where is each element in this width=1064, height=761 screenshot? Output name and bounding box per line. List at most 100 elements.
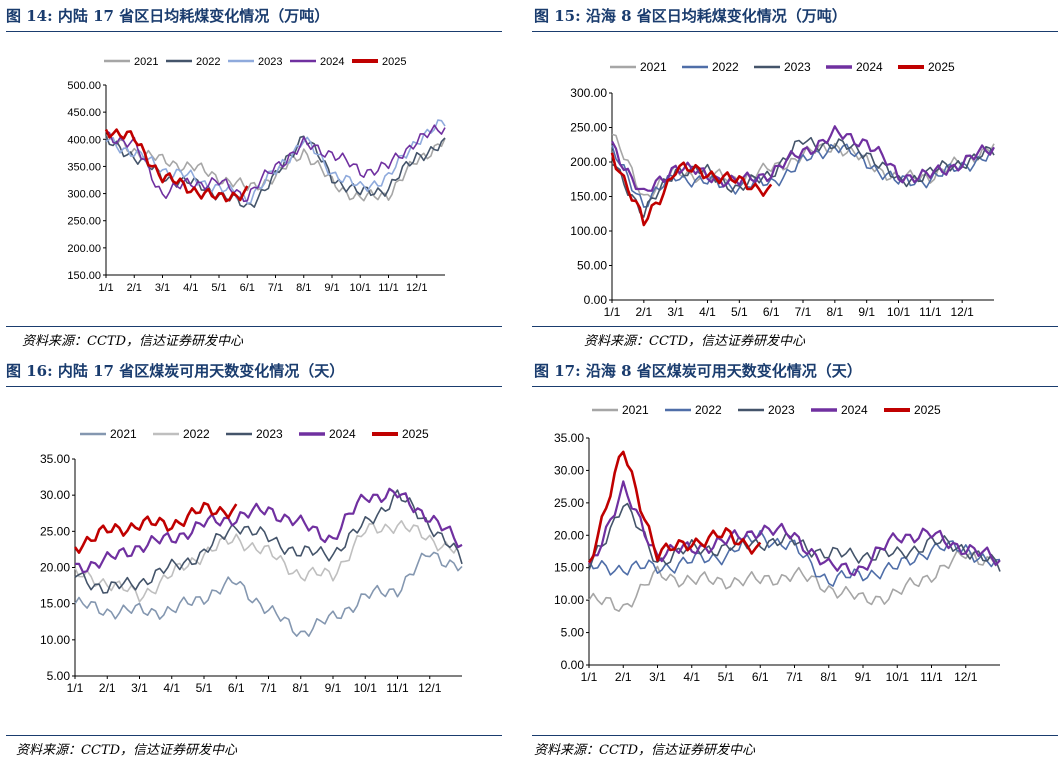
y-tick-label: 0.00: [561, 658, 585, 672]
legend-label-2025: 2025: [402, 427, 429, 441]
series-line-2021: [74, 551, 463, 637]
y-tick-label: 35.00: [554, 431, 584, 445]
x-tick-label: 6/1: [752, 670, 769, 684]
legend-label-2022: 2022: [196, 56, 220, 68]
series-line-2022: [611, 143, 995, 208]
y-tick-label: 250.00: [67, 216, 101, 228]
x-tick-label: 3/1: [649, 670, 666, 684]
x-tick-label: 3/1: [667, 305, 684, 319]
x-tick-label: 11/1: [920, 670, 943, 684]
y-tick-label: 30.00: [40, 488, 70, 502]
legend-label-2022: 2022: [712, 60, 739, 74]
series-line-2025: [73, 501, 238, 554]
x-tick-label: 11/1: [386, 681, 409, 695]
y-tick-label: 10.00: [554, 593, 584, 607]
x-tick-label: 6/1: [240, 282, 255, 294]
x-tick-label: 2/1: [99, 681, 116, 695]
series-line-2024: [588, 480, 1001, 577]
legend-label-2023: 2023: [784, 60, 811, 74]
x-tick-label: 1/1: [67, 681, 84, 695]
x-tick-label: 8/1: [820, 670, 837, 684]
figure-title-text: 内陆 17 省区煤炭可用天数变化情况（天）: [57, 362, 345, 380]
series-line-2025: [104, 128, 249, 203]
source-note: 资料来源：CCTD，信达证券研发中心: [534, 743, 755, 758]
legend-label-2022: 2022: [695, 403, 722, 417]
y-tick-label: 200.00: [570, 155, 607, 169]
y-tick-label: 400.00: [67, 134, 101, 146]
y-tick-label: 25.00: [40, 524, 70, 538]
y-tick-label: 20.00: [40, 561, 70, 575]
y-tick-label: 35.00: [40, 452, 70, 466]
series-line-2024: [74, 487, 463, 574]
y-tick-label: 30.00: [554, 463, 584, 477]
y-tick-label: 15.00: [554, 561, 584, 575]
x-tick-label: 8/1: [296, 282, 311, 294]
x-tick-label: 7/1: [786, 670, 803, 684]
source-note: 资料来源：CCTD，信达证券研发中心: [22, 334, 243, 349]
y-tick-label: 15.00: [40, 597, 70, 611]
y-tick-label: 250.00: [570, 121, 607, 135]
line-chart: 2021 2022 2023 2024 2025 150.00 200.00 250.00 30…: [67, 56, 446, 294]
y-tick-label: 0.00: [584, 293, 608, 307]
x-tick-label: 3/1: [155, 282, 170, 294]
figure-number: 图 14:: [6, 7, 53, 25]
legend-label-2024: 2024: [320, 56, 344, 68]
y-tick-label: 300.00: [570, 86, 607, 100]
x-tick-label: 4/1: [683, 670, 700, 684]
source-rule: [532, 326, 1058, 327]
figure-number: 图 15:: [534, 7, 581, 25]
x-tick-label: 9/1: [325, 681, 342, 695]
y-tick-label: 5.00: [47, 669, 71, 683]
legend-label-2024: 2024: [841, 403, 868, 417]
legend-label-2024: 2024: [329, 427, 356, 441]
x-tick-label: 4/1: [183, 282, 198, 294]
legend-label-2023: 2023: [258, 56, 282, 68]
series-line-2022: [588, 529, 1001, 587]
x-tick-label: 5/1: [731, 305, 748, 319]
series-line-2024: [611, 125, 995, 192]
legend-label-2022: 2022: [183, 427, 210, 441]
legend-label-2021: 2021: [640, 60, 667, 74]
legend-label-2023: 2023: [256, 427, 283, 441]
source-rule: [532, 735, 1058, 736]
x-tick-label: 4/1: [163, 681, 180, 695]
figure-title: 图 16: 内陆 17 省区煤炭可用天数变化情况（天）: [6, 360, 344, 381]
x-tick-label: 4/1: [699, 305, 716, 319]
x-tick-label: 6/1: [228, 681, 245, 695]
legend-label-2021: 2021: [110, 427, 137, 441]
y-tick-label: 450.00: [67, 107, 101, 119]
title-rule: [532, 386, 1058, 387]
line-chart: 2021 2022 2023 2024 2025 0.00 5.00 10.00 15.00 20…: [554, 403, 1001, 684]
legend-label-2024: 2024: [856, 60, 883, 74]
source-rule: [6, 735, 502, 736]
legend-label-2025: 2025: [382, 56, 406, 68]
series-line-2025: [610, 152, 773, 227]
x-tick-label: 12/1: [418, 681, 442, 695]
y-tick-label: 20.00: [554, 528, 584, 542]
x-tick-label: 5/1: [718, 670, 735, 684]
legend-label-2021: 2021: [622, 403, 649, 417]
y-tick-label: 10.00: [40, 633, 70, 647]
y-tick-label: 50.00: [577, 259, 607, 273]
x-tick-label: 5/1: [211, 282, 226, 294]
series-line-2022: [74, 520, 463, 603]
figure-number: 图 16:: [6, 362, 53, 380]
x-tick-label: 10/1: [886, 670, 910, 684]
series-line-2021: [105, 133, 446, 202]
title-rule: [6, 386, 502, 387]
figure-number: 图 17:: [534, 362, 581, 380]
x-tick-label: 5/1: [196, 681, 213, 695]
y-tick-label: 150.00: [570, 190, 607, 204]
x-tick-label: 3/1: [131, 681, 148, 695]
legend-label-2023: 2023: [768, 403, 795, 417]
x-tick-label: 10/1: [354, 681, 378, 695]
x-tick-label: 7/1: [268, 282, 283, 294]
x-tick-label: 12/1: [954, 670, 978, 684]
line-chart: 2021 2022 2023 2024 2025 5.00 10.00 15.00 20.00 2…: [40, 427, 463, 695]
x-tick-label: 7/1: [795, 305, 812, 319]
series-line-2025: [587, 450, 762, 564]
x-tick-label: 9/1: [858, 305, 875, 319]
x-tick-label: 1/1: [581, 670, 598, 684]
y-tick-label: 100.00: [570, 224, 607, 238]
source-rule: [6, 326, 502, 327]
